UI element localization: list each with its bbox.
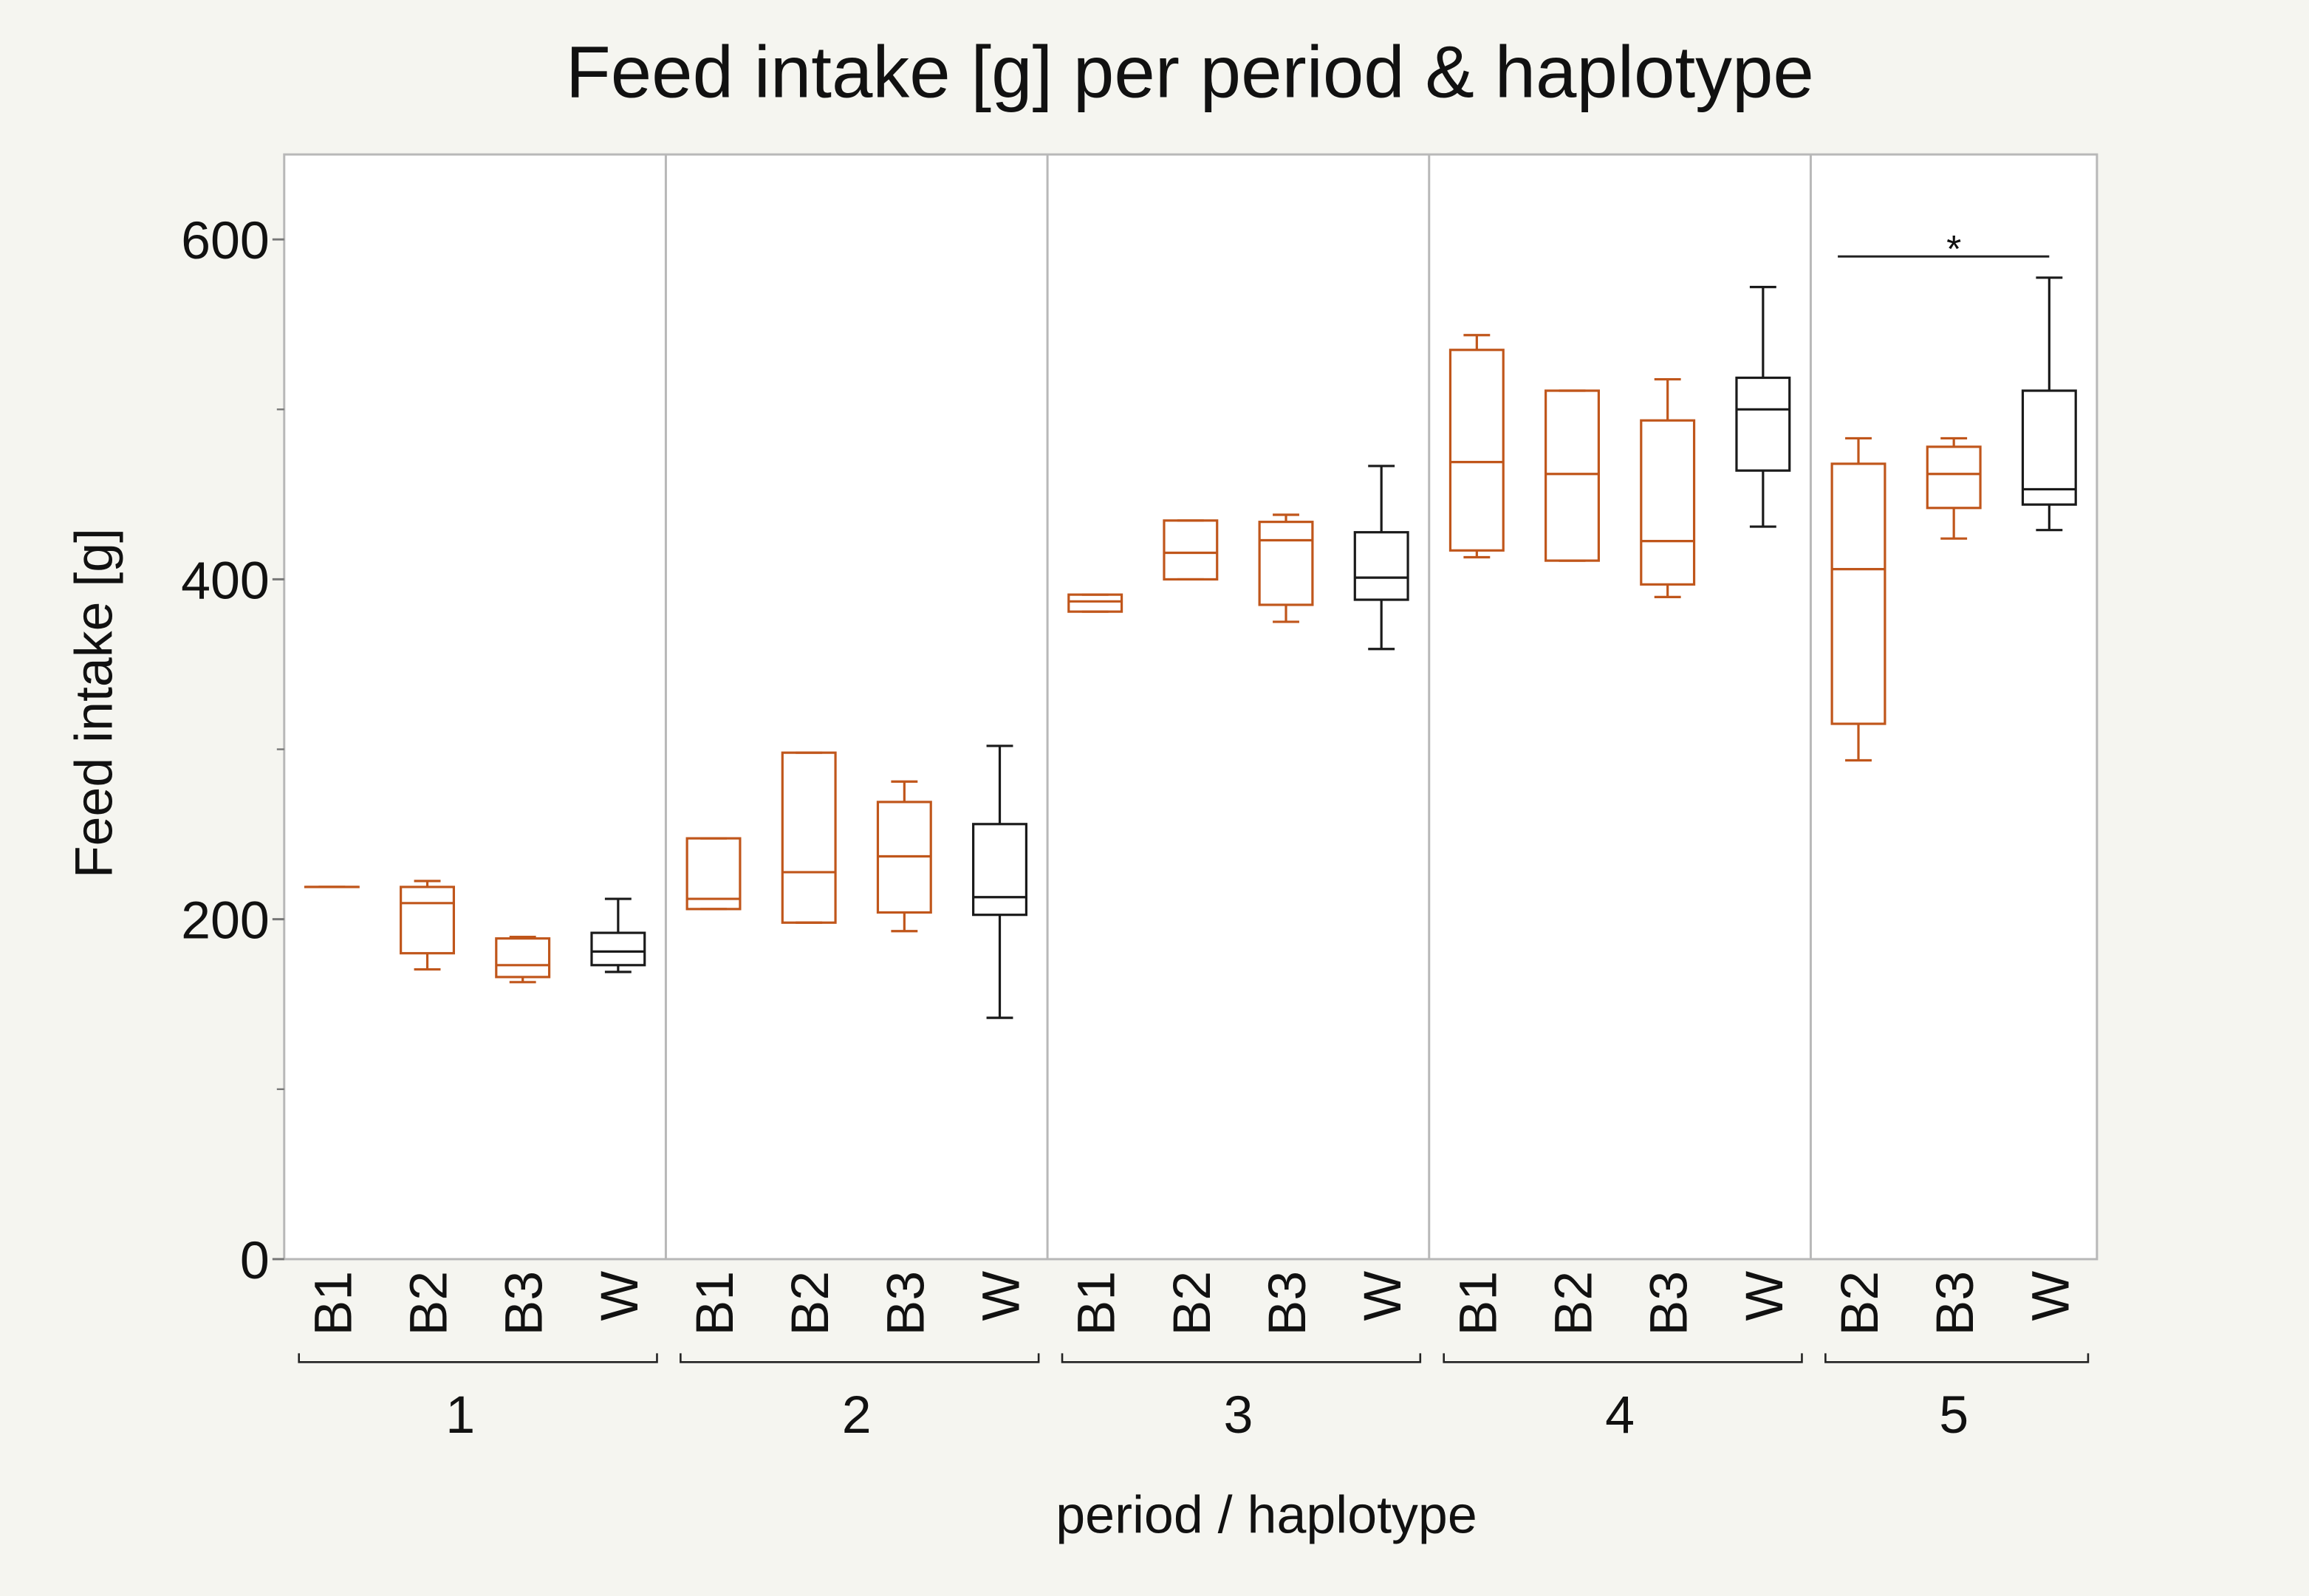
y-tick-label: 0 (240, 1231, 270, 1290)
y-tick-label: 400 (181, 551, 270, 610)
group-bracket (1061, 1353, 1422, 1363)
y-tick-label: 200 (181, 891, 270, 951)
group-label: 1 (445, 1386, 475, 1445)
box (400, 886, 455, 955)
group-bracket (1443, 1353, 1803, 1363)
plot-area (283, 153, 2098, 1261)
group-label: 4 (1605, 1386, 1635, 1445)
x-tick-label: B3 (495, 1271, 554, 1336)
box (685, 837, 742, 911)
group-label: 3 (1223, 1386, 1253, 1445)
x-tick-label: B3 (876, 1271, 935, 1336)
x-axis-label: period / haplotype (1056, 1485, 1477, 1544)
box (781, 751, 837, 924)
x-tick-label: W (590, 1271, 649, 1321)
x-tick-label: B1 (304, 1271, 363, 1336)
group-bracket (680, 1353, 1040, 1363)
y-axis-label: Feed intake [g] (64, 528, 123, 878)
box (1926, 445, 1982, 510)
x-tick-label: B3 (1926, 1271, 1985, 1336)
x-tick-label: B3 (1258, 1271, 1317, 1336)
x-tick-label: W (971, 1271, 1030, 1321)
x-tick-label: W (1353, 1271, 1412, 1321)
box (1640, 419, 1696, 586)
x-tick-label: W (2021, 1271, 2080, 1321)
box (1067, 593, 1123, 613)
group-label: 2 (842, 1386, 872, 1445)
box (1163, 519, 1219, 581)
group-label: 5 (1939, 1386, 1968, 1445)
x-tick-label: B2 (1830, 1271, 1889, 1336)
x-tick-label: W (1735, 1271, 1794, 1321)
group-bracket (298, 1353, 658, 1363)
x-tick-label: B1 (1448, 1271, 1508, 1336)
box (1353, 531, 1409, 601)
box (972, 823, 1027, 917)
chart-title: Feed intake [g] per period & haplotype (566, 31, 1814, 113)
box (1735, 376, 1791, 472)
x-tick-label: B1 (1067, 1271, 1126, 1336)
box (495, 937, 551, 979)
x-tick-label: B3 (1640, 1271, 1699, 1336)
x-tick-label: B2 (1163, 1271, 1222, 1336)
box (1448, 349, 1505, 552)
box (1258, 521, 1314, 606)
x-tick-label: B2 (1544, 1271, 1603, 1336)
box (1545, 389, 1600, 562)
box (590, 931, 646, 967)
x-tick-label: B2 (781, 1271, 840, 1336)
x-tick-label: B1 (685, 1271, 745, 1336)
box (2021, 389, 2077, 506)
x-tick-label: B2 (399, 1271, 458, 1336)
y-tick-label: 600 (181, 211, 270, 270)
box (1830, 462, 1886, 725)
group-bracket (1824, 1353, 2090, 1363)
significance-label: * (1946, 227, 1961, 270)
